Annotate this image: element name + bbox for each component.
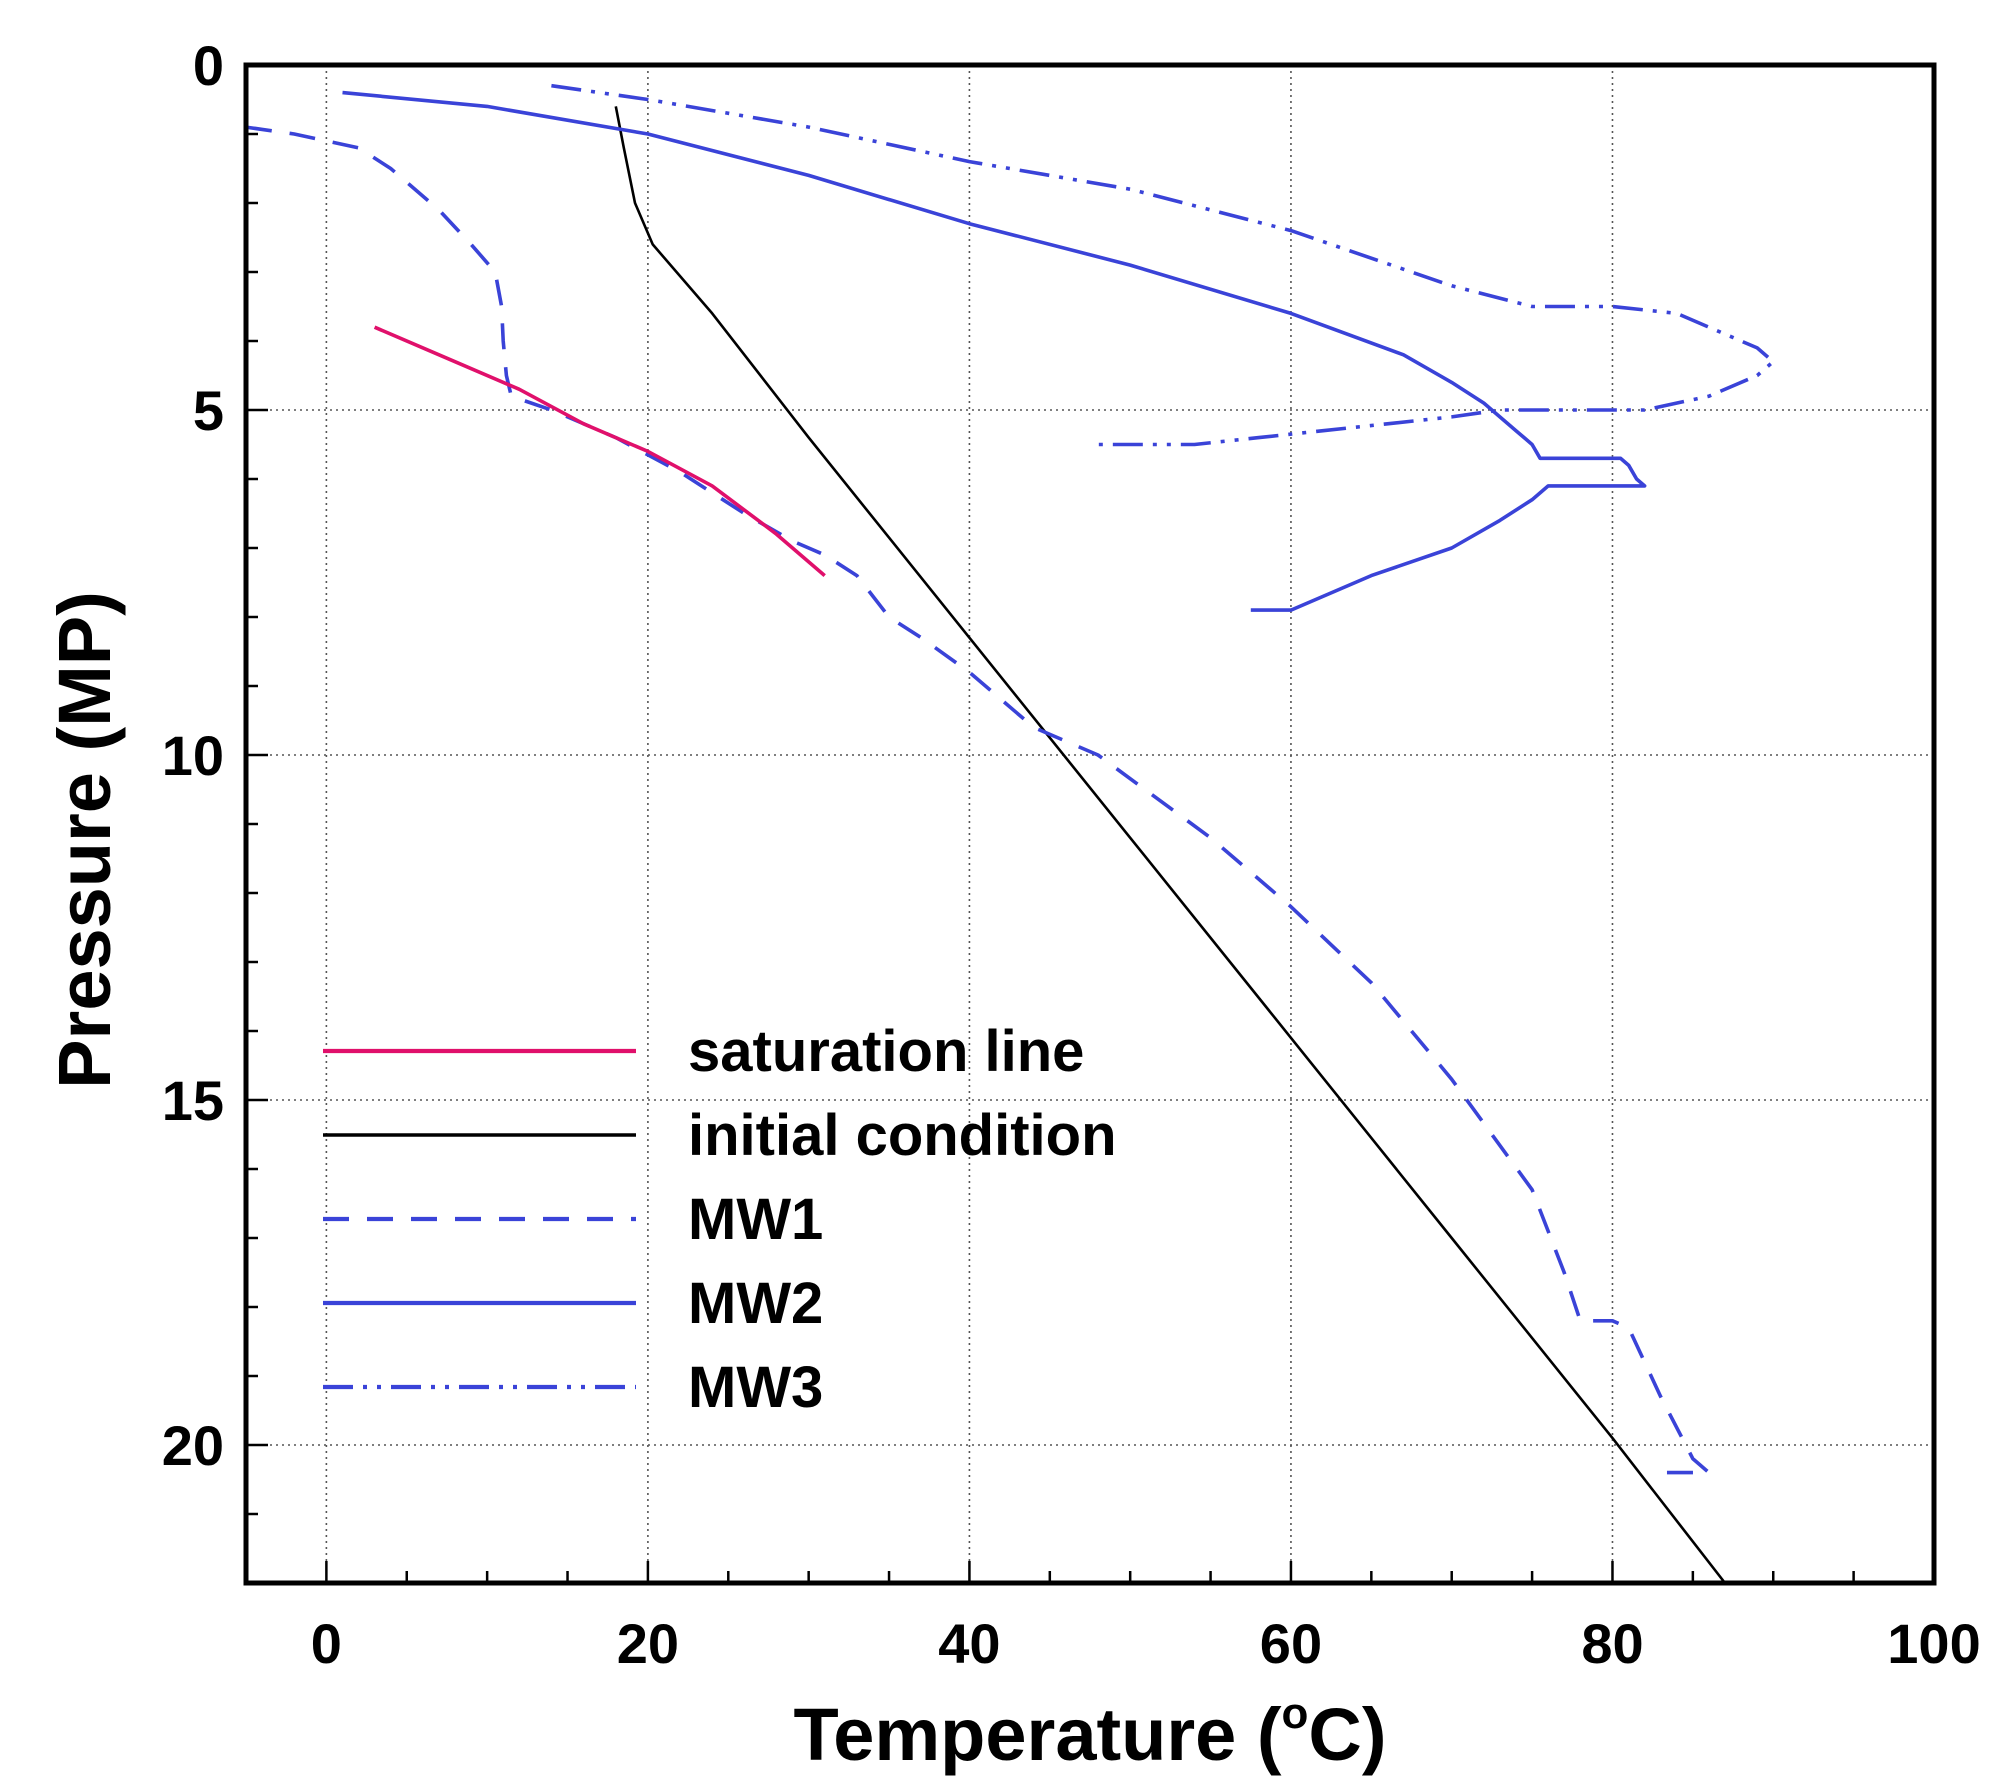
x-axis-title: Temperature (oC) xyxy=(794,1689,1387,1776)
series-line-mw2 xyxy=(342,90,1647,612)
y-tick-label: 15 xyxy=(162,1069,224,1132)
series-layer xyxy=(245,83,1775,1584)
x-tick-label: 20 xyxy=(617,1612,679,1675)
y-tick-label: 5 xyxy=(193,379,224,442)
plot-frame xyxy=(243,62,1937,1586)
legend-label-mw1: MW1 xyxy=(688,1187,823,1252)
y-tick-labels: 0 5 10 15 20 xyxy=(162,34,224,1477)
series-line-initial-condition xyxy=(614,106,1727,1584)
x-tick-labels: 0 20 40 60 80 100 xyxy=(311,1612,1981,1675)
legend-label-mw3: MW3 xyxy=(688,1355,823,1420)
x-tick-label: 60 xyxy=(1260,1612,1322,1675)
series-line-saturation-line xyxy=(373,325,826,577)
series-line-mw1 xyxy=(245,125,1711,1475)
y-tick-label: 20 xyxy=(162,1414,224,1477)
x-tick-label: 100 xyxy=(1887,1612,1980,1675)
x-tick-label: 80 xyxy=(1581,1612,1643,1675)
y-axis-title: Pressure (MP) xyxy=(43,591,126,1089)
x-tick-label: 40 xyxy=(938,1612,1000,1675)
legend-label-saturation-line: saturation line xyxy=(688,1019,1084,1084)
y-tick-label: 0 xyxy=(193,34,224,97)
legend-label-initial-condition: initial condition xyxy=(688,1103,1117,1168)
y-tick-label: 10 xyxy=(162,724,224,787)
grid-lines xyxy=(246,65,1934,1583)
legend-label-mw2: MW2 xyxy=(688,1271,823,1336)
legend: saturation line initial condition MW1 MW2 MW… xyxy=(323,1019,1117,1420)
x-tick-label: 0 xyxy=(311,1612,342,1675)
series-line-mw3 xyxy=(551,83,1775,447)
degree-superscript: o xyxy=(1282,1689,1309,1738)
